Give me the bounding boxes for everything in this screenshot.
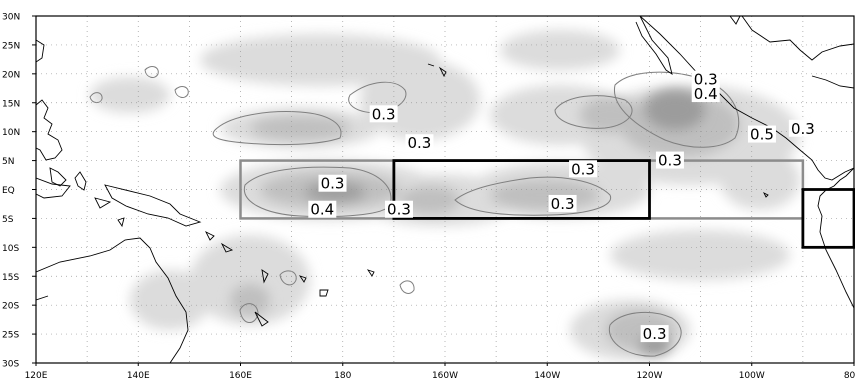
lon-tick-label: 160E [229, 371, 252, 381]
contour-label: 0.3 [569, 160, 598, 178]
contour-label: 0.3 [384, 200, 413, 219]
lat-tick-label: 25N [2, 41, 20, 51]
lon-tick-label: 140E [127, 371, 150, 381]
lon-tick-label: 100W [739, 371, 765, 381]
lon-tick-label: 160W [432, 371, 458, 381]
contour-label-text: 0.3 [643, 325, 667, 343]
contour-label: 0.4 [691, 85, 720, 103]
contour-label-text: 0.3 [658, 152, 682, 170]
contour-label-text: 0.4 [694, 85, 718, 103]
contour-label-text: 0.4 [310, 201, 334, 219]
contour-label: 0.4 [308, 200, 337, 219]
lon-tick-label: 120E [25, 371, 48, 381]
contour-label-bg [318, 174, 347, 192]
contour-label-text: 0.3 [321, 175, 345, 193]
contour-label-bg [369, 105, 398, 123]
lat-tick-label: 15S [2, 273, 19, 283]
contour-label-bg [788, 119, 817, 137]
contour-label: 0.3 [405, 134, 434, 152]
lon-tick-label: 180 [334, 371, 351, 381]
contour-label-bg [747, 125, 776, 143]
contour-label: 0.3 [691, 70, 720, 89]
contour-label: 0.3 [548, 194, 577, 213]
contour-label: 0.3 [318, 174, 347, 193]
black-region-box [392, 159, 651, 220]
lat-tick-label: 30N [2, 13, 20, 23]
longitude-axis: 120E 140E 160E 180 160W 140W 120W 100W 80W [25, 363, 855, 381]
contour-label: 0.3 [655, 151, 684, 170]
lat-tick-label: 15N [2, 99, 20, 109]
contour-label-text: 0.3 [791, 120, 815, 138]
lat-tick-label: 30S [2, 360, 19, 370]
latitude-axis: 30N 25N 20N 15N 10N 5N EQ 5S 10S 15S 20S 25S 30S [2, 13, 36, 370]
contour-label-text: 0.3 [372, 105, 396, 123]
contour-label-bg [640, 325, 669, 343]
lon-tick-label: 140W [534, 371, 560, 381]
contour-label-bg [548, 194, 577, 212]
contour-label: 0.5 [747, 125, 776, 144]
lat-tick-label: EQ [2, 186, 15, 196]
lon-tick-label: 120W [636, 371, 662, 381]
contour-label-bg [384, 200, 413, 218]
contour-label-text: 0.5 [750, 126, 774, 144]
contour-label-bg [308, 200, 337, 218]
lon-tick-label: 80W [844, 371, 855, 381]
lat-tick-label: 25S [2, 331, 19, 341]
lat-tick-label: 5S [2, 215, 14, 225]
lat-tick-label: 10S [2, 244, 19, 254]
lat-tick-label: 20N [2, 70, 20, 80]
contour-label-text: 0.3 [694, 71, 718, 89]
contour-label: 0.3 [788, 119, 817, 138]
contour-label-bg [405, 134, 434, 152]
lat-tick-label: 20S [2, 302, 19, 312]
contour-labels: 0.30.30.30.4 0.30.3 0.30.30.30.40.5 0.30.3 [308, 70, 817, 343]
contour-label-bg [655, 151, 684, 169]
contour-label-text: 0.3 [408, 134, 432, 152]
lat-tick-label: 10N [2, 128, 20, 138]
contour-label-text: 0.3 [387, 201, 411, 219]
contour-label-bg [569, 160, 598, 178]
contour-label-bg [691, 85, 720, 103]
contour-label-text: 0.3 [551, 195, 575, 213]
contour-label: 0.3 [640, 325, 669, 343]
contour-label-bg [691, 70, 720, 88]
lat-tick-label: 5N [2, 157, 14, 167]
coastlines [36, 16, 854, 363]
contour-label-text: 0.3 [571, 160, 595, 178]
shaded-field [90, 30, 800, 360]
contour-label: 0.3 [369, 105, 398, 123]
